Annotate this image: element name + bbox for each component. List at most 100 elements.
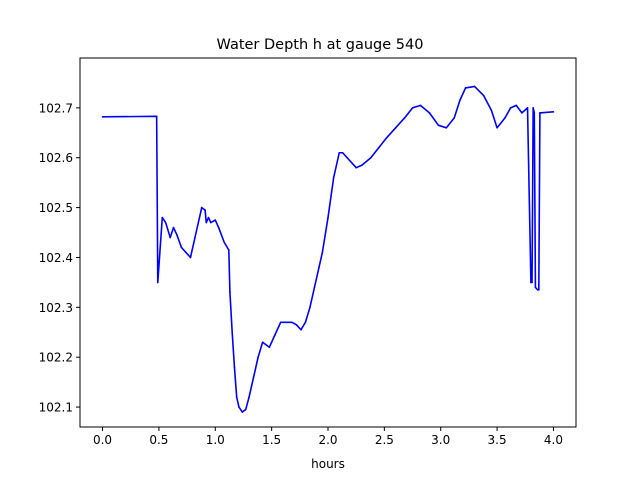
y-tick-label: 102.6 xyxy=(39,151,73,165)
data-point xyxy=(241,411,244,413)
data-point xyxy=(385,136,388,139)
x-tick-label: 0.0 xyxy=(93,433,112,447)
data-point xyxy=(156,281,159,284)
data-point xyxy=(482,94,485,97)
data-point xyxy=(291,321,293,324)
data-point xyxy=(552,111,555,113)
data-point xyxy=(321,251,324,254)
x-axis: 0.0 0.5 1.0 1.5 2.0 2.5 3.0 3.5 4.0 xyxy=(93,427,563,447)
data-point xyxy=(233,366,236,368)
data-point xyxy=(521,112,523,114)
data-point xyxy=(257,356,259,358)
data-point xyxy=(370,156,372,159)
y-tick-label: 102.3 xyxy=(39,301,73,315)
data-point xyxy=(327,216,329,219)
data-point xyxy=(274,333,276,336)
data-point xyxy=(540,112,542,114)
data-point xyxy=(490,109,493,112)
data-point xyxy=(453,117,456,119)
data-point xyxy=(318,266,320,269)
data-point xyxy=(338,151,341,154)
data-point xyxy=(279,321,282,324)
data-point xyxy=(531,281,533,284)
x-tick-label: 4.0 xyxy=(544,433,563,447)
data-point xyxy=(155,115,158,118)
y-tick-label: 102.5 xyxy=(39,201,73,215)
data-point xyxy=(464,87,467,89)
data-point xyxy=(194,236,196,239)
data-point xyxy=(284,321,286,324)
chart-title: Water Depth h at gauge 540 xyxy=(217,37,424,53)
data-point xyxy=(533,112,536,114)
data-point xyxy=(277,326,280,329)
data-point xyxy=(252,376,255,378)
data-point xyxy=(459,99,461,102)
data-point xyxy=(223,241,226,244)
data-point xyxy=(473,85,476,88)
data-point xyxy=(532,107,534,109)
data-point xyxy=(346,156,348,159)
data-point xyxy=(228,249,230,251)
data-point xyxy=(332,176,335,179)
y-tick-label: 102.4 xyxy=(39,251,73,265)
data-point xyxy=(238,406,240,408)
data-point xyxy=(361,164,363,167)
data-point xyxy=(200,206,203,209)
data-point xyxy=(341,151,344,154)
y-tick-label: 102.2 xyxy=(39,351,73,365)
data-point xyxy=(248,396,250,398)
data-point xyxy=(530,281,532,284)
data-point xyxy=(169,236,171,239)
data-point xyxy=(309,306,311,309)
data-point xyxy=(261,341,264,344)
data-point xyxy=(217,226,220,229)
data-point xyxy=(539,112,541,114)
data-point xyxy=(235,396,238,398)
x-tick-label: 3.5 xyxy=(488,433,507,447)
data-point xyxy=(161,216,164,219)
data-point xyxy=(419,104,422,107)
data-point xyxy=(204,209,206,211)
data-point xyxy=(101,116,104,118)
x-axis-label: hours xyxy=(311,457,345,471)
y-tick-label: 102.7 xyxy=(39,101,73,115)
data-point xyxy=(244,408,247,411)
data-point xyxy=(180,246,183,249)
data-point xyxy=(268,346,271,349)
y-tick-label: 102.1 xyxy=(39,401,73,415)
data-point xyxy=(403,117,406,119)
data-point xyxy=(229,291,231,294)
data-point xyxy=(428,112,431,114)
x-tick-label: 1.5 xyxy=(262,433,281,447)
data-point xyxy=(304,321,307,324)
data-point xyxy=(189,256,192,259)
data-point xyxy=(538,289,540,291)
data-point xyxy=(231,331,233,334)
x-tick-label: 0.5 xyxy=(149,433,168,447)
data-point xyxy=(205,221,208,224)
data-point xyxy=(209,221,212,224)
data-point xyxy=(515,104,518,107)
data-point xyxy=(509,107,512,109)
data-point xyxy=(394,127,397,129)
data-point xyxy=(172,226,175,229)
data-point xyxy=(295,323,298,326)
data-point xyxy=(496,127,498,129)
data-point xyxy=(534,286,537,289)
data-point xyxy=(270,341,273,344)
data-point xyxy=(445,127,448,129)
x-tick-label: 3.0 xyxy=(431,433,450,447)
data-point xyxy=(207,216,210,219)
x-tick-label: 2.0 xyxy=(318,433,337,447)
data-point xyxy=(164,221,167,224)
data-point xyxy=(377,146,380,149)
data-point xyxy=(437,124,440,127)
data-point xyxy=(526,107,529,109)
data-point xyxy=(504,117,506,119)
data-point xyxy=(313,286,316,289)
data-point xyxy=(536,289,539,291)
y-axis: 102.1 102.2 102.3 102.4 102.5 102.6 102.7 xyxy=(39,101,80,415)
data-point xyxy=(411,107,414,109)
